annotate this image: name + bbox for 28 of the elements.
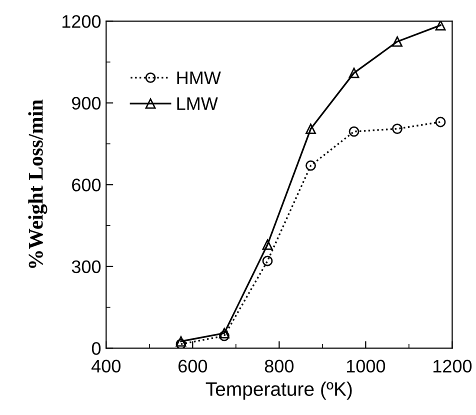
y-tick-label: 600	[72, 178, 101, 192]
y-tick-label: 900	[72, 96, 101, 110]
x-tick-label: 1200	[433, 360, 472, 373]
x-tick-label: 400	[92, 360, 121, 373]
point	[219, 328, 230, 338]
point	[306, 160, 316, 171]
point	[306, 124, 316, 134]
point	[348, 126, 360, 137]
point	[262, 239, 273, 250]
legend-label: LMW	[177, 97, 218, 110]
y-tick-label: 0	[92, 342, 101, 355]
x-tick-label: 800	[264, 360, 294, 373]
point	[262, 256, 273, 266]
y-tick-label: 1200	[62, 15, 101, 28]
point	[435, 116, 446, 128]
x-tick-label: 600	[178, 360, 208, 373]
point	[348, 68, 360, 78]
point	[435, 21, 446, 30]
point	[176, 338, 186, 348]
point	[219, 330, 230, 342]
x-axis-title: Temperature (ºK)	[206, 382, 352, 400]
point	[392, 36, 402, 47]
y-tick-label: 300	[72, 260, 101, 274]
point	[392, 124, 402, 134]
legend-label: HMW	[177, 72, 221, 84]
point	[176, 336, 186, 347]
x-tick-label: 1000	[346, 360, 386, 373]
y-axis-title: %Weight Loss/min	[28, 100, 48, 268]
